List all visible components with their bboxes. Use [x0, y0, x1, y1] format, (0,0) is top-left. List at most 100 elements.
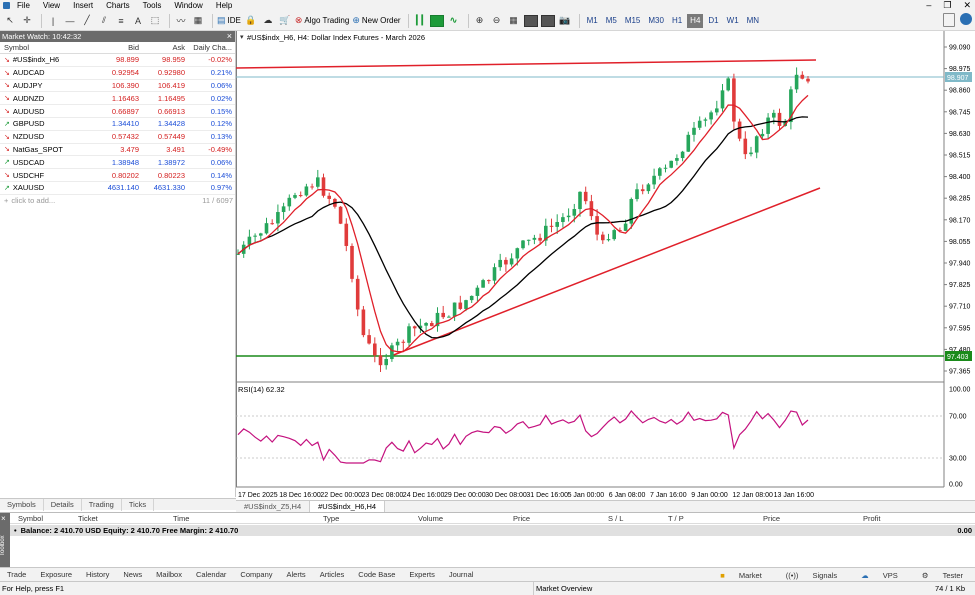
- tf-h4[interactable]: H4: [687, 13, 704, 28]
- toolbox-tab[interactable]: Articles: [319, 569, 345, 579]
- tf-m15[interactable]: M15: [624, 15, 641, 25]
- horizontal-line-icon[interactable]: —: [65, 15, 75, 26]
- menu-charts[interactable]: Charts: [106, 1, 130, 10]
- zoom-in-icon[interactable]: ⊕: [475, 15, 484, 25]
- tab-ticks[interactable]: Ticks: [122, 498, 155, 511]
- col-ask[interactable]: Ask: [172, 43, 185, 52]
- toolbox-tab[interactable]: Experts: [409, 569, 435, 579]
- toolbox-tab[interactable]: Calendar: [195, 569, 227, 579]
- candle-chart-icon[interactable]: [429, 13, 444, 29]
- market-watch-row[interactable]: ↘ AUDUSD 0.66897 0.66913 0.15%: [0, 105, 235, 118]
- market-watch-row[interactable]: ↘ NZDUSD 0.57432 0.57449 0.13%: [0, 131, 235, 144]
- cursor-icon[interactable]: ↖: [6, 15, 14, 25]
- trade-col-header[interactable]: Volume: [418, 513, 444, 523]
- signals-icon[interactable]: [943, 13, 955, 27]
- toolbox-tab[interactable]: Mailbox: [156, 569, 182, 579]
- chart-tab-z5[interactable]: #US$indx_Z5,H4: [236, 501, 311, 512]
- tab-symbols[interactable]: Symbols: [0, 498, 44, 511]
- market-watch-row[interactable]: ↘ AUDNZD 1.16463 1.16495 0.02%: [0, 92, 235, 106]
- market-watch-row[interactable]: ↘ USDCHF 0.80202 0.80223 0.14%: [0, 169, 235, 182]
- toolbox-tab[interactable]: Code Base: [358, 569, 396, 579]
- tf-w1[interactable]: W1: [726, 15, 739, 25]
- cloud-icon[interactable]: ☁: [263, 15, 273, 25]
- templates-icon[interactable]: ▦: [193, 15, 203, 25]
- fibonacci-icon[interactable]: ≡: [118, 15, 124, 26]
- signals-button[interactable]: ((•)) Signals: [774, 571, 849, 580]
- text-tool-icon[interactable]: A: [134, 15, 141, 26]
- shapes-icon[interactable]: ⬚: [150, 15, 160, 25]
- chart-window[interactable]: ▾ #US$indx_H6, H4: Dollar Index Futures …: [235, 31, 975, 512]
- trade-col-header[interactable]: S / L: [608, 513, 624, 523]
- new-order-button[interactable]: ⊕ New Order: [352, 13, 400, 29]
- tester-button[interactable]: ⚙ Tester: [910, 571, 975, 580]
- toolbox-tab[interactable]: Trade: [7, 569, 27, 579]
- support-trendline[interactable]: [390, 187, 821, 357]
- close-icon[interactable]: ×: [1, 514, 6, 523]
- col-change[interactable]: Daily Cha...: [193, 43, 232, 52]
- close-icon[interactable]: ×: [226, 31, 232, 41]
- menu-view[interactable]: View: [42, 1, 61, 10]
- vps-button[interactable]: ☁ VPS: [849, 571, 910, 580]
- tab-trading[interactable]: Trading: [82, 498, 122, 511]
- trade-col-header[interactable]: Symbol: [18, 513, 44, 523]
- vertical-line-icon[interactable]: |: [51, 15, 55, 26]
- col-bid[interactable]: Bid: [128, 43, 139, 52]
- account-icon[interactable]: [960, 13, 972, 25]
- tile-icon[interactable]: ▦: [509, 15, 518, 25]
- market-watch-row[interactable]: ↗ XAUUSD 4631.140 4631.330 0.97%: [0, 182, 235, 195]
- tf-m1[interactable]: M1: [586, 15, 598, 25]
- market-watch-row[interactable]: ↗ USDCAD 1.38948 1.38972 0.06%: [0, 156, 235, 170]
- toolbox-tab[interactable]: Alerts: [286, 569, 306, 579]
- chart-shift-icon[interactable]: [540, 13, 555, 29]
- screenshot-icon[interactable]: 📷: [558, 15, 571, 25]
- bar-chart-icon[interactable]: ┃┃: [414, 15, 425, 25]
- col-symbol[interactable]: Symbol: [4, 43, 30, 52]
- tf-h1[interactable]: H1: [671, 15, 683, 25]
- zoom-out-icon[interactable]: ⊖: [492, 15, 501, 25]
- trade-col-header[interactable]: Profit: [863, 513, 881, 523]
- tf-d1[interactable]: D1: [708, 15, 719, 25]
- tab-details[interactable]: Details: [44, 498, 82, 511]
- menu-insert[interactable]: Insert: [73, 1, 94, 10]
- channel-icon[interactable]: ⫽: [101, 15, 106, 25]
- trade-col-header[interactable]: Type: [323, 513, 340, 523]
- toolbox-tab[interactable]: Company: [240, 569, 273, 579]
- crosshair-icon[interactable]: ✛: [23, 15, 31, 25]
- restore-icon[interactable]: ❐: [943, 0, 952, 10]
- menu-file[interactable]: File: [17, 1, 30, 10]
- line-chart-icon[interactable]: ∿: [449, 15, 458, 25]
- market-watch-row[interactable]: ↘ AUDCAD 0.92954 0.92980 0.21%: [0, 67, 235, 80]
- lock-icon[interactable]: 🔒: [245, 15, 257, 25]
- tf-mn[interactable]: MN: [746, 15, 760, 25]
- toolbox-tab[interactable]: Exposure: [40, 569, 73, 579]
- trade-col-header[interactable]: T / P: [668, 513, 684, 523]
- toolbox-tab[interactable]: History: [86, 569, 110, 579]
- minimize-icon[interactable]: –: [926, 0, 932, 10]
- market-watch-row[interactable]: ↘ #US$indx_H6 98.899 98.959 -0.02%: [0, 54, 235, 67]
- tf-m30[interactable]: M30: [648, 15, 664, 25]
- menu-window[interactable]: Window: [174, 1, 203, 10]
- price-chart[interactable]: ▾ #US$indx_H6, H4: Dollar Index Futures …: [235, 31, 975, 500]
- trade-col-header[interactable]: Ticket: [78, 513, 98, 523]
- market-watch-row[interactable]: ↗ GBPUSD 1.34410 1.34428 0.12%: [0, 118, 235, 131]
- market-button[interactable]: ■ Market: [708, 571, 774, 580]
- market-watch-row[interactable]: ↘ NatGas_SPOT 3.479 3.491 -0.49%: [0, 144, 235, 157]
- trade-col-header[interactable]: Price: [513, 513, 531, 523]
- toolbox-tab[interactable]: News: [123, 569, 143, 579]
- trade-col-header[interactable]: Time: [173, 513, 190, 523]
- menu-tools[interactable]: Tools: [142, 1, 162, 10]
- algo-trading-button[interactable]: ⊗ Algo Trading: [295, 13, 349, 29]
- chart-tab-h6[interactable]: #US$indx_H6,H4: [310, 501, 386, 512]
- close-icon[interactable]: ✕: [963, 0, 971, 10]
- autoscroll-icon[interactable]: [523, 13, 538, 29]
- market-watch-row[interactable]: ↘ AUDJPY 106.390 106.419 0.06%: [0, 80, 235, 93]
- tf-m5[interactable]: M5: [605, 15, 617, 25]
- indicators-icon[interactable]: 〰: [176, 16, 186, 26]
- trendline-icon[interactable]: ╱: [84, 15, 90, 25]
- resistance-trendline[interactable]: [235, 59, 817, 69]
- trade-col-header[interactable]: Price: [763, 513, 781, 523]
- menu-help[interactable]: Help: [215, 1, 233, 10]
- market-watch-add-row[interactable]: + click to add... 11 / 6097: [0, 195, 235, 207]
- toolbox-tab[interactable]: Journal: [448, 569, 474, 579]
- status-market-overview[interactable]: Market Overview: [533, 582, 592, 595]
